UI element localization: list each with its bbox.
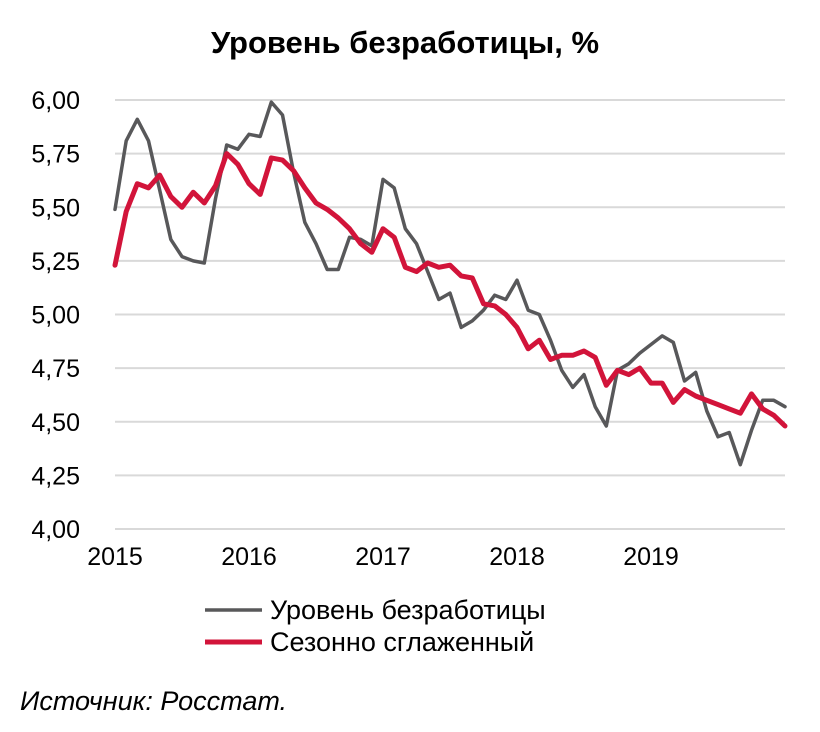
y-tick-label: 4,00 (31, 516, 80, 544)
y-tick-label: 5,75 (31, 141, 80, 169)
chart-title: Уровень безработицы, % (211, 25, 599, 60)
y-tick-label: 4,25 (31, 462, 80, 490)
y-axis: 4,00 4,25 4,50 4,75 5,00 5,25 5,50 5,75 6,00 (31, 87, 80, 544)
y-tick-label: 6,00 (31, 87, 80, 115)
legend-label: Сезонно сглаженный (270, 627, 534, 657)
x-axis: 2015 2016 2017 2018 2019 (87, 543, 679, 571)
series-line-seasonal (112, 151, 788, 429)
y-tick-label: 5,50 (31, 194, 80, 222)
x-tick-label: 2015 (87, 543, 143, 571)
x-tick-label: 2016 (221, 543, 277, 571)
series-group (112, 100, 788, 467)
x-tick-label: 2019 (623, 543, 679, 571)
x-tick-label: 2018 (489, 543, 545, 571)
y-tick-label: 5,25 (31, 248, 80, 276)
source-note: Источник: Росстат. (20, 686, 287, 716)
series-line-unemployment (113, 100, 787, 467)
y-tick-label: 4,75 (31, 355, 80, 383)
grid (115, 99, 785, 530)
y-tick-label: 5,00 (31, 302, 80, 330)
x-tick-label: 2017 (355, 543, 411, 571)
y-tick-label: 4,50 (31, 409, 80, 437)
legend-label: Уровень безработицы (270, 595, 546, 625)
